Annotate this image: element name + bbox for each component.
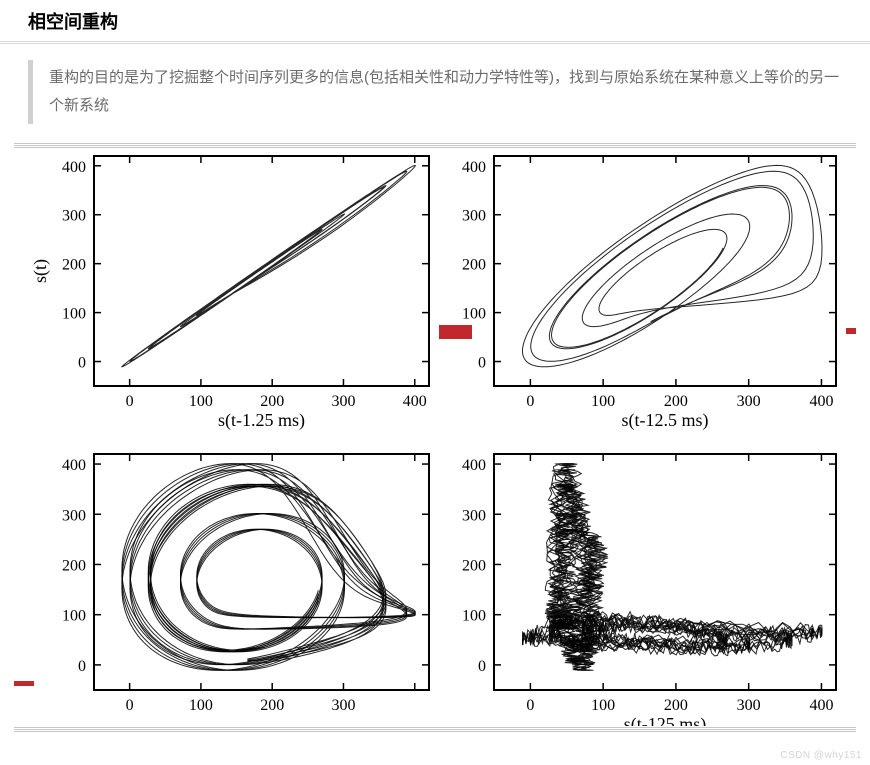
svg-text:300: 300 (331, 393, 355, 410)
svg-text:100: 100 (462, 608, 486, 625)
chart-panel-1: 0 100 200 300 400 0 100 200 300 400 s(t-12.5 ms) (462, 156, 836, 431)
svg-text:400: 400 (462, 159, 486, 176)
svg-text:200: 200 (462, 557, 486, 574)
figure-top-rule (14, 142, 856, 148)
svg-text:0: 0 (478, 355, 486, 372)
red-accent-mid (439, 325, 472, 339)
svg-text:400: 400 (62, 159, 86, 176)
svg-text:200: 200 (62, 257, 86, 274)
watermark: CSDN @why151 (780, 750, 862, 761)
svg-text:200: 200 (260, 393, 284, 410)
phase-space-svg: 0 100 200 300 400 0 100 200 300 400 s(t-1.25 ms) s(… (14, 142, 856, 732)
svg-text:100: 100 (189, 697, 213, 714)
svg-text:s(t): s(t) (30, 259, 51, 283)
svg-text:400: 400 (462, 457, 486, 474)
svg-text:0: 0 (526, 393, 534, 410)
svg-text:200: 200 (62, 557, 86, 574)
svg-text:0: 0 (78, 355, 86, 372)
svg-text:100: 100 (591, 393, 615, 410)
description-quote: 重构的目的是为了挖掘整个时间序列更多的信息(包括相关性和动力学特性等)，找到与原… (28, 60, 842, 124)
svg-text:0: 0 (78, 658, 86, 675)
svg-text:200: 200 (462, 257, 486, 274)
svg-text:100: 100 (62, 306, 86, 323)
svg-text:300: 300 (462, 208, 486, 225)
svg-text:0: 0 (526, 697, 534, 714)
svg-text:0: 0 (126, 697, 134, 714)
quote-text: 重构的目的是为了挖掘整个时间序列更多的信息(包括相关性和动力学特性等)，找到与原… (49, 69, 839, 114)
svg-text:100: 100 (189, 393, 213, 410)
page-title: 相空间重构 (0, 0, 870, 40)
svg-text:200: 200 (664, 393, 688, 410)
svg-text:300: 300 (462, 507, 486, 524)
svg-text:300: 300 (62, 208, 86, 225)
svg-text:0: 0 (478, 658, 486, 675)
chart-panel-0: 0 100 200 300 400 0 100 200 300 400 s(t-1.25 ms) s(… (30, 156, 429, 431)
svg-text:400: 400 (403, 393, 427, 410)
svg-text:300: 300 (331, 697, 355, 714)
svg-text:300: 300 (62, 507, 86, 524)
chart-panel-3: 01002003004000100200300400s(t-125 ms) (462, 454, 836, 732)
svg-text:100: 100 (591, 697, 615, 714)
svg-text:100: 100 (462, 306, 486, 323)
svg-text:400: 400 (809, 697, 833, 714)
phase-space-figure: 0 100 200 300 400 0 100 200 300 400 s(t-1.25 ms) s(… (14, 142, 856, 732)
svg-text:s(t-12.5 ms): s(t-12.5 ms) (622, 410, 709, 431)
red-accent-bottom-left (14, 681, 34, 686)
svg-text:400: 400 (62, 457, 86, 474)
svg-text:100: 100 (62, 608, 86, 625)
svg-text:200: 200 (260, 697, 284, 714)
title-underline (0, 40, 870, 44)
svg-text:0: 0 (126, 393, 134, 410)
chart-panel-2: 0 100 200 300 0 100 200 300 400 (62, 454, 429, 714)
svg-text:300: 300 (737, 697, 761, 714)
figure-bottom-rule (14, 726, 856, 732)
svg-text:s(t-1.25 ms): s(t-1.25 ms) (218, 410, 305, 431)
svg-text:300: 300 (737, 393, 761, 410)
svg-text:400: 400 (809, 393, 833, 410)
svg-text:200: 200 (664, 697, 688, 714)
red-accent-right (846, 328, 856, 334)
